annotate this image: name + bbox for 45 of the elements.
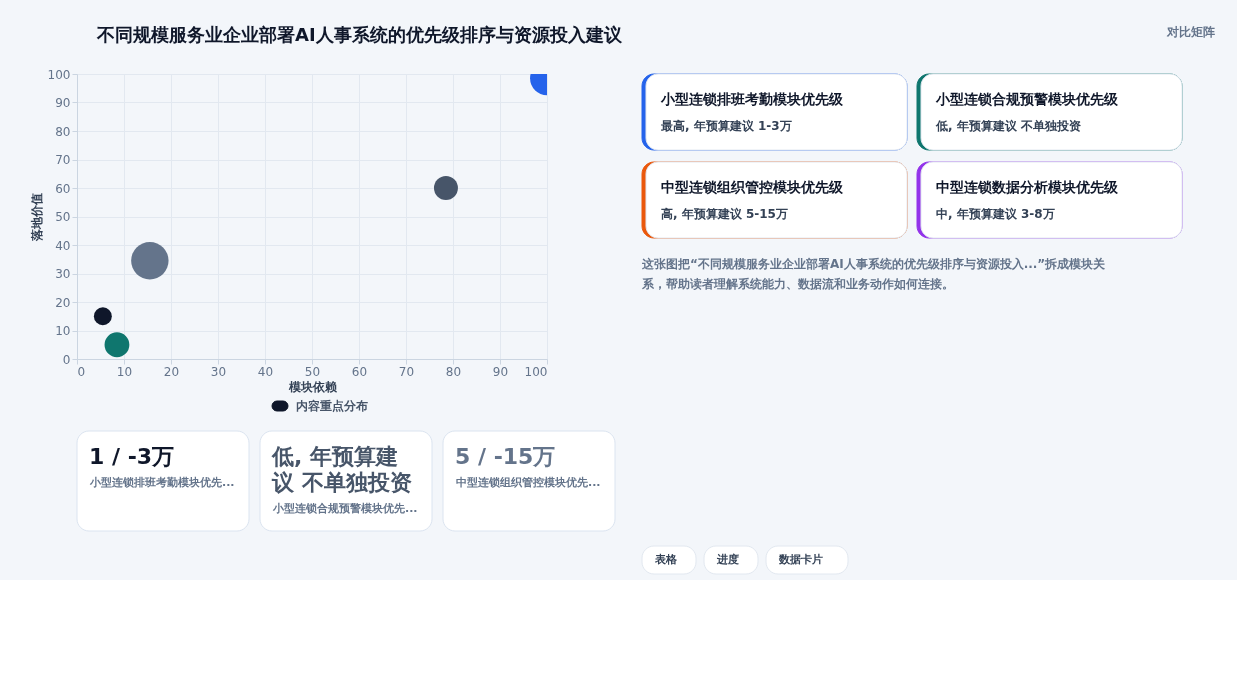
x-tick-label: 60 [351,364,368,379]
text: 低, 年预算建议 不单独投资 [935,119,1081,133]
y-tick-label: 10 [55,324,71,338]
text: 表格 [654,553,678,566]
x-tick-label: 100 [524,364,548,379]
text: 不同规模服务业企业部署AI人事系统的优先级排序与资源投入建议 [96,24,623,45]
y-tick-label: 90 [55,96,71,110]
y-tick-label: 20 [55,295,71,310]
text: 对比矩阵 [1166,25,1215,39]
text: 小型连锁排班考勤模块优先级 [660,91,844,107]
x-tick-label: 20 [163,364,180,379]
y-tick-label: 0 [62,352,71,367]
text: 中型连锁组织管控模块优先... [456,476,601,489]
y-axis-title: 落地价值 [29,193,44,242]
y-tick-label: 100 [47,67,71,82]
x-tick-label: 10 [116,364,133,379]
y-tick-label: 30 [55,267,71,281]
y-tick-label: 70 [55,153,71,167]
x-tick-label: 70 [398,364,415,379]
y-tick-label: 80 [55,124,71,139]
text: 数据卡片 [778,553,823,566]
text: 5 / -15万 [455,444,556,469]
text: 1 / -3万 [89,444,175,469]
text: 低, 年预算建议 不单独投资 [271,444,412,495]
x-tick-label: 30 [210,364,227,379]
text: 中型连锁数据分析模块优先级 [936,179,1119,195]
x-tick-label: 50 [304,364,321,379]
x-tick-label: 90 [492,364,509,379]
text: 小型连锁合规预警模块优先... [272,502,418,515]
y-tick-label: 50 [55,210,71,224]
text: 最高, 年预算建议 1-3万 [660,119,792,133]
x-tick-label: 80 [445,364,462,379]
text: 进度 [716,553,739,566]
text: 中, 年预算建议 3-8万 [936,207,1055,221]
x-tick-label: 40 [257,364,274,379]
text: 这张图把“不同规模服务业企业部署AI人事系统的优先级排序与资源投入...”拆成模块关系，帮助读者理解系统能力、数据流和业务动作如何连接。 [641,257,1107,291]
y-tick-label: 40 [55,238,71,253]
legend-label: 内容重点分布 [296,399,368,413]
text: 高, 年预算建议 5-15万 [661,207,788,221]
x-tick-label: 0 [77,364,86,379]
y-tick-label: 60 [55,181,71,196]
text: 中型连锁组织管控模块优先级 [661,179,844,195]
text: 小型连锁合规预警模块优先级 [935,91,1119,107]
text: 小型连锁排班考勤模块优先... [89,476,235,489]
x-axis-title: 模块依赖 [287,379,338,394]
